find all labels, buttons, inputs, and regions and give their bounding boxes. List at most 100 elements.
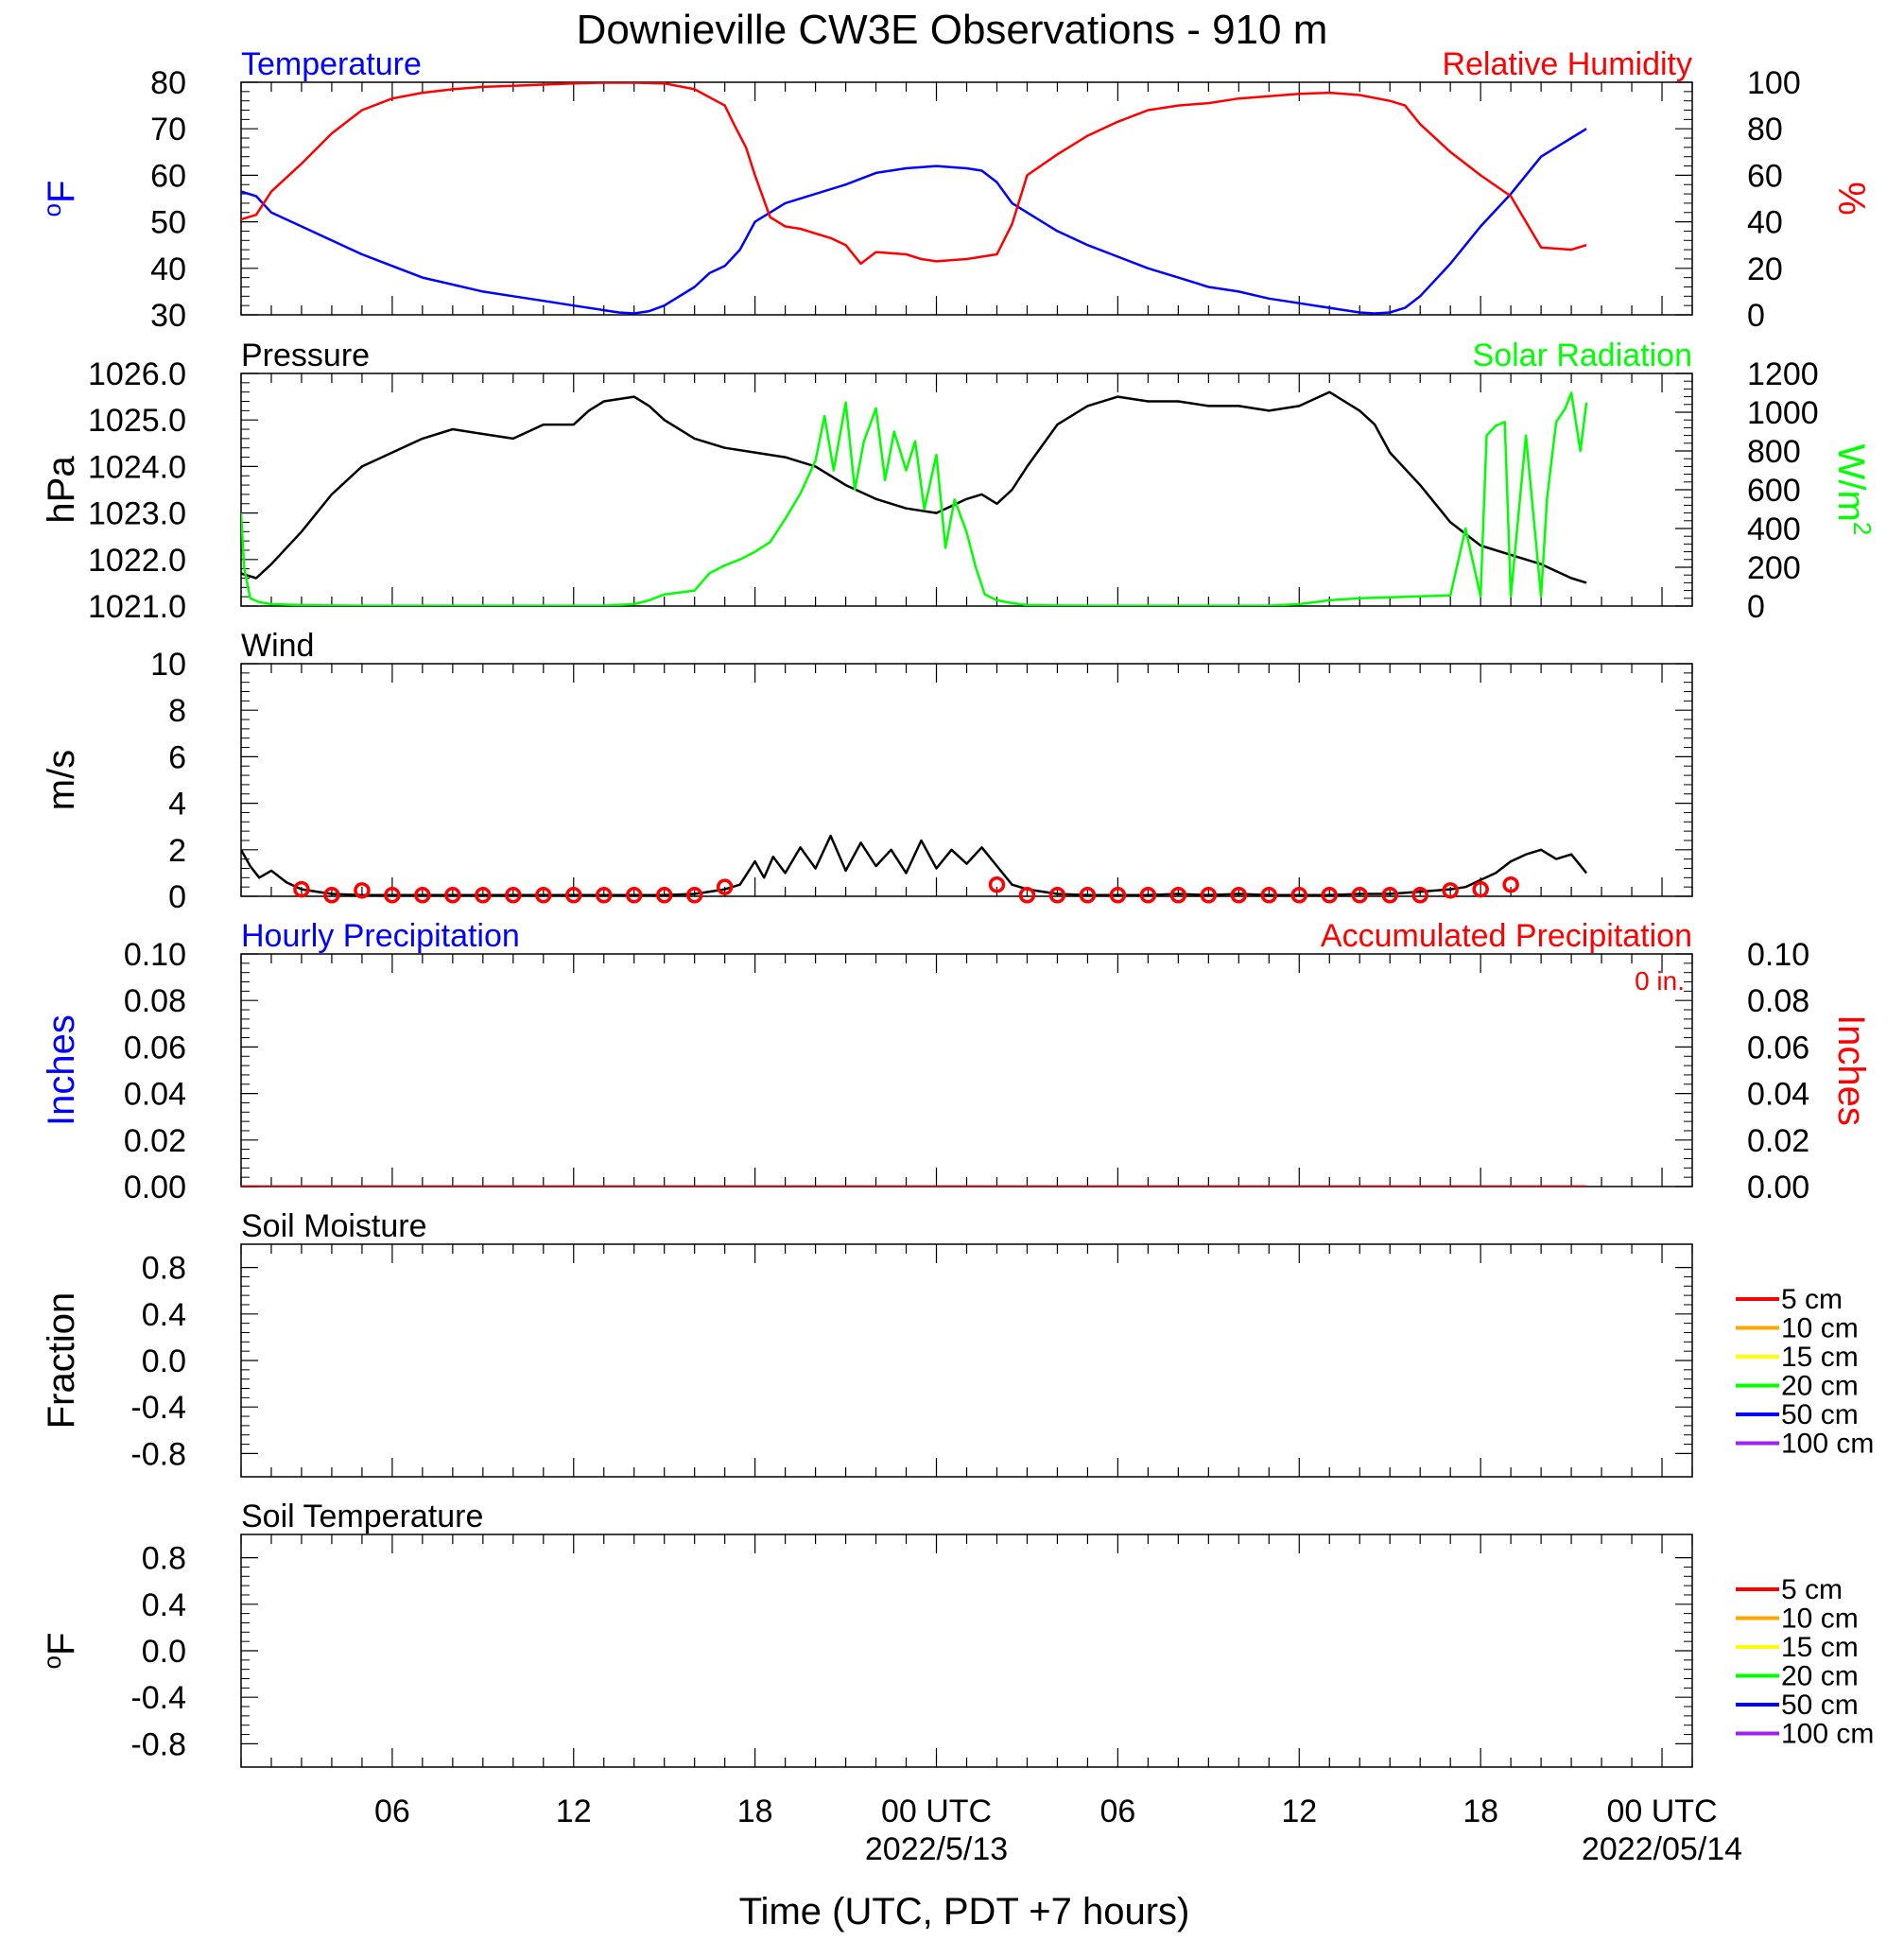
y-tick-label: 8 [168,693,186,729]
panel-title-right: Accumulated Precipitation [1321,918,1692,954]
wind-marker [1048,887,1066,904]
y-axis-label-right-text: % [1830,182,1872,216]
y-right-tick-label: 0.04 [1747,1077,1809,1113]
wind-marker [323,887,340,904]
y-axis-label-left: Fraction [41,1292,82,1430]
y-right-tick-label: 600 [1747,473,1801,509]
y-tick-label: 50 [150,205,186,241]
y-tick-label: 0.00 [124,1170,186,1205]
wind-marker [1442,882,1459,899]
y-right-tick-label: 0.08 [1747,983,1809,1019]
wind-marker [625,887,643,904]
y-tick-label: -0.4 [130,1390,186,1426]
wind-marker [444,887,461,904]
chart-title: Downieville CW3E Observations - 910 m [577,7,1328,53]
y-tick-label: 1021.0 [88,589,186,625]
accum-annotation: 0 in. [1635,966,1685,996]
y-right-tick-label: 0 [1747,298,1765,334]
y-tick-label: 0.0 [142,1634,186,1670]
legend-label: 100 cm [1781,1429,1874,1460]
y-tick-label: 0.10 [124,937,186,973]
x-tick-label: 18 [1463,1794,1498,1829]
wind-marker [1169,887,1187,904]
x-axis-label: Time (UTC, PDT +7 hours) [739,1891,1190,1932]
legend-label: 5 cm [1781,1574,1843,1605]
wind-marker [1502,875,1519,893]
y-axis-label-left: m/s [41,750,82,810]
y-right-tick-label: 40 [1747,205,1783,241]
y-tick-label: 1026.0 [88,356,186,392]
degree-symbol: o [38,1655,66,1669]
legend-label: 100 cm [1781,1719,1874,1750]
wind-marker [1018,887,1036,904]
x-tick-label: 18 [737,1794,773,1829]
y-axis-label-left: oF [38,1633,82,1670]
y-tick-label: 0.04 [124,1077,186,1113]
legend-label: 50 cm [1781,1690,1859,1721]
y-tick-label: 60 [150,158,186,194]
y-right-tick-label: 80 [1747,112,1783,147]
y-tick-label: 80 [150,65,186,101]
wind-marker [475,887,492,904]
y-axis-label-left: hPa [41,456,82,524]
wind-marker [988,875,1006,893]
series-line-solar-radiation [241,391,1588,606]
y-tick-label: 1024.0 [88,449,186,485]
x-tick-label: 06 [1099,1794,1135,1829]
panel-title-left: Pressure [241,338,370,373]
y-tick-label: 0.4 [142,1297,186,1333]
wind-marker [655,887,673,904]
y-tick-label: 1023.0 [88,496,186,532]
legend-label: 50 cm [1781,1399,1859,1430]
series-line-pressure [241,390,1587,584]
wind-marker [1260,887,1278,904]
y-right-tick-label: 0.00 [1747,1170,1809,1205]
wind-marker [1411,887,1428,904]
legend-label: 20 cm [1781,1661,1859,1692]
y-axis-label-right-text: W/m [1830,444,1872,522]
panel-pressure_solar: 1021.0 1022.0 1023.0 1024.0 1025.0 1026.0 0200… [41,338,1877,625]
y-tick-label: 40 [150,251,186,287]
series-line-relative-humidity [241,82,1587,266]
wind-marker [1230,887,1248,904]
y-tick-label: 70 [150,112,186,147]
x-tick-label: 00 UTC [881,1794,992,1829]
panel-soil_moisture: -0.8 -0.4 0.0 0.4 0.8 Soil Moisture Fraction 5 … [41,1208,1874,1478]
y-tick-label: 0.06 [124,1030,186,1066]
y-tick-label: 30 [150,298,186,334]
series-line-temperature [241,128,1587,315]
x-tick-label: 06 [374,1794,410,1829]
wind-marker [1321,887,1338,904]
y-axis-label-left: Inches [41,1014,82,1126]
panel-wind: 0 2 4 6 8 10 Wind m/s [41,628,1693,915]
y-tick-label: 0.4 [142,1587,186,1623]
x-tick-sublabel: 2022/5/13 [865,1831,1008,1867]
y-tick-label: 0.0 [142,1343,186,1379]
y-tick-label: 2 [168,833,186,869]
y-right-tick-label: 20 [1747,251,1783,287]
panel-title-left: Hourly Precipitation [241,918,520,954]
y-tick-label: 0 [168,879,186,915]
y-tick-label: 0.8 [142,1251,186,1287]
y-tick-label: 1022.0 [88,543,186,579]
legend-label: 20 cm [1781,1371,1859,1402]
wind-marker [1079,887,1097,904]
panel-title-left: Temperature [241,46,422,82]
panel-frame [240,1534,1693,1768]
degree-symbol: o [38,203,66,217]
unit-letter: F [41,181,82,203]
x-tick-label: 12 [1281,1794,1317,1829]
wind-marker [1290,887,1308,904]
panel-title-left: Soil Temperature [241,1499,483,1534]
y-axis-label-right-text: Inches [1830,1014,1872,1126]
legend-label: 5 cm [1781,1284,1843,1315]
wind-marker [1351,887,1368,904]
x-tick-label: 12 [556,1794,592,1829]
legend-label: 15 cm [1781,1632,1859,1663]
panel-frame [240,953,1693,1187]
legend-label: 15 cm [1781,1342,1859,1373]
